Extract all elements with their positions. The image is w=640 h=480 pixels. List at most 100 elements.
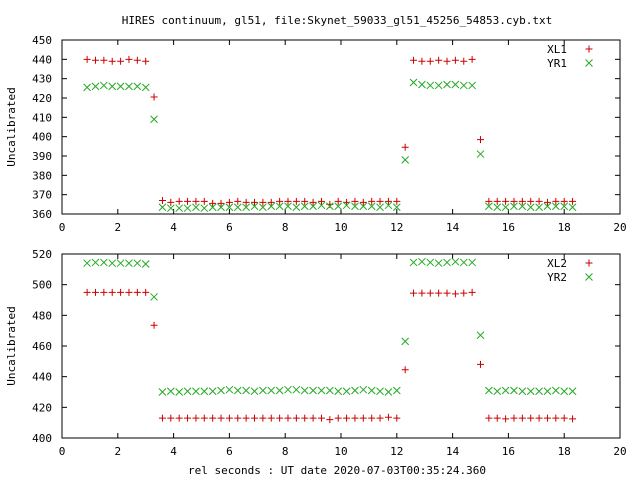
top-yr1-point bbox=[501, 203, 510, 212]
bottom-yr2-point bbox=[250, 387, 259, 396]
bottom-yr2-point bbox=[493, 387, 502, 396]
top-xl1-point bbox=[560, 197, 568, 205]
bottom-xl2-point bbox=[91, 288, 99, 296]
top-x-tick-label: 8 bbox=[282, 221, 289, 234]
bottom-yr2-point bbox=[551, 386, 560, 395]
bottom-y-tick-label: 440 bbox=[32, 371, 52, 384]
top-xl1-point bbox=[234, 197, 242, 205]
bottom-yr2-point bbox=[392, 386, 401, 395]
top-yr1-point bbox=[300, 202, 309, 211]
bottom-xl2-point bbox=[309, 414, 317, 422]
bottom-xl2-point bbox=[460, 289, 468, 297]
top-yr1-point bbox=[116, 82, 125, 91]
top-yr1-point bbox=[233, 203, 242, 212]
top-yr1-point bbox=[476, 150, 485, 158]
top-y-tick-label: 400 bbox=[32, 131, 52, 144]
bottom-yr2-point bbox=[233, 386, 242, 395]
top-xl1-point bbox=[242, 198, 250, 206]
top-y-tick-label: 430 bbox=[32, 73, 52, 86]
top-legend-label-xl1: XL1 bbox=[547, 43, 567, 56]
top-xl1-point bbox=[468, 55, 476, 63]
top-x-tick-label: 14 bbox=[446, 221, 460, 234]
bottom-yr2-point bbox=[150, 293, 158, 301]
bottom-x-tick-label: 4 bbox=[170, 445, 177, 458]
top-yr1-point bbox=[108, 82, 117, 91]
bottom-xl2-point bbox=[175, 414, 183, 422]
bottom-xl2-point bbox=[376, 414, 384, 422]
bottom-yr2-point bbox=[351, 386, 359, 395]
top-xl1-point bbox=[158, 196, 166, 204]
top-yr1-point bbox=[141, 83, 150, 92]
top-x-tick-label: 10 bbox=[334, 221, 347, 234]
bottom-yr2-point bbox=[267, 386, 276, 395]
top-yr1-point bbox=[401, 156, 410, 164]
bottom-yr2-point bbox=[208, 387, 217, 396]
bottom-xl2-point bbox=[242, 414, 250, 422]
bottom-yr2-point bbox=[116, 259, 125, 268]
top-yr1-point bbox=[518, 202, 527, 211]
top-xl1-point bbox=[108, 57, 116, 65]
top-legend-marker-xl1 bbox=[585, 45, 593, 53]
bottom-x-tick-label: 2 bbox=[114, 445, 121, 458]
top-xl1-point bbox=[401, 143, 409, 151]
top-plot-frame bbox=[61, 39, 621, 215]
top-yr1-point bbox=[200, 204, 209, 213]
bottom-yr2-point bbox=[325, 386, 334, 395]
top-yr1-point bbox=[543, 202, 552, 211]
bottom-xl2-point bbox=[259, 414, 267, 422]
top-yr1-point bbox=[175, 204, 184, 213]
bottom-yr2-point bbox=[125, 259, 133, 268]
top-x-tick-label: 12 bbox=[390, 221, 403, 234]
bottom-yr2-point bbox=[459, 258, 468, 267]
top-yr1-point bbox=[434, 81, 443, 90]
top-xl1-point bbox=[334, 197, 342, 205]
bottom-yr2-point bbox=[259, 386, 267, 395]
bottom-xl2-point bbox=[150, 321, 158, 329]
top-xl1-point bbox=[527, 197, 535, 205]
top-xl1-point bbox=[376, 197, 384, 205]
bottom-yr2-point bbox=[443, 258, 451, 267]
top-xl1-point bbox=[292, 197, 300, 205]
bottom-yr2-point bbox=[309, 386, 317, 395]
bottom-xl2-point bbox=[267, 414, 275, 422]
bottom-yr2-point bbox=[535, 387, 543, 396]
bottom-xl2-point bbox=[418, 289, 426, 297]
bottom-xl2-point bbox=[543, 414, 551, 422]
bottom-yr2-point bbox=[418, 257, 426, 266]
top-yr1-point bbox=[275, 202, 284, 211]
top-x-tick-label: 16 bbox=[502, 221, 515, 234]
bottom-yr2-point bbox=[485, 386, 493, 395]
top-xl1-point bbox=[502, 197, 510, 205]
bottom-xl2-point bbox=[477, 360, 484, 368]
bottom-legend-marker-yr2 bbox=[585, 273, 593, 281]
bottom-xl2-point bbox=[443, 289, 451, 297]
bottom-xl2-point bbox=[435, 289, 443, 297]
top-yr1-point bbox=[217, 203, 225, 212]
top-xl1-point bbox=[167, 198, 175, 206]
top-xl1-point bbox=[460, 57, 468, 65]
bottom-y-tick-label: 400 bbox=[32, 432, 52, 445]
bottom-yr2-point bbox=[158, 388, 167, 396]
top-xl1-point bbox=[485, 197, 493, 205]
bottom-x-tick-label: 18 bbox=[558, 445, 571, 458]
bottom-yr2-point bbox=[434, 259, 443, 268]
top-yr1-point bbox=[83, 83, 91, 92]
bottom-xl2-point bbox=[343, 414, 351, 422]
bottom-xl2-point bbox=[493, 414, 501, 422]
top-xl1-point bbox=[117, 57, 125, 65]
bottom-yr2-point bbox=[426, 258, 435, 267]
top-yr1-point bbox=[367, 202, 376, 211]
top-x-tick-label: 4 bbox=[170, 221, 177, 234]
top-yr1-point bbox=[99, 81, 108, 90]
bottom-x-tick-label: 16 bbox=[502, 445, 515, 458]
top-xl1-point bbox=[267, 198, 275, 206]
top-yr1-point bbox=[334, 202, 343, 211]
bottom-yr2-point bbox=[476, 331, 485, 340]
top-yr1-point bbox=[418, 80, 426, 89]
bottom-yr2-point bbox=[501, 386, 510, 395]
top-yr1-point bbox=[150, 115, 158, 124]
top-yr1-point bbox=[183, 204, 192, 213]
bottom-yr2-point bbox=[401, 337, 410, 346]
bottom-xl2-point bbox=[142, 288, 150, 296]
